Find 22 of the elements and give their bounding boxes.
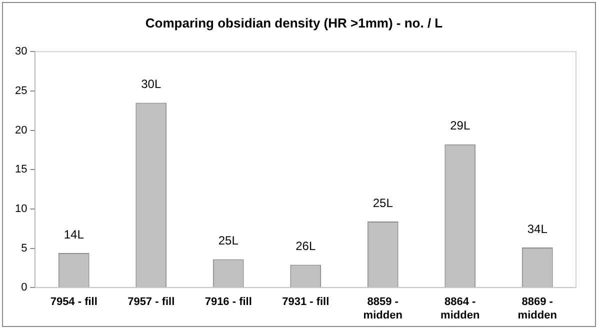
x-tick-label: 8859 - midden [363, 296, 403, 322]
y-tick-label: 5 [21, 242, 28, 254]
y-tick-label: 0 [21, 282, 28, 294]
x-tick-label: 7916 - fill [204, 296, 252, 308]
y-tick-label: 10 [14, 202, 28, 215]
annotation: 26L [296, 239, 316, 254]
annotation: 34L [527, 222, 548, 236]
annotation: 14L [64, 227, 84, 242]
annotation: 25L [372, 196, 394, 210]
x-tick-label: 7957 - fill [128, 296, 175, 308]
x-tick-label: 8864 - midden [440, 296, 480, 322]
x-tick-label: 8869 - midden [518, 296, 558, 322]
annotation: 29L [450, 118, 470, 133]
chart-title: Comparing obsidian density (HR >1mm) - no. / L [145, 15, 443, 30]
y-tick-label: 15 [14, 164, 28, 176]
y-tick-label: 20 [14, 124, 28, 136]
x-tick-label: 7931 - fill [282, 296, 330, 308]
y-tick-label: 30 [14, 46, 28, 58]
x-tick-label: 7954 - fill [50, 296, 98, 308]
annotation: 30L [141, 77, 162, 92]
annotation: 25L [218, 234, 239, 248]
y-tick-label: 25 [14, 84, 28, 97]
